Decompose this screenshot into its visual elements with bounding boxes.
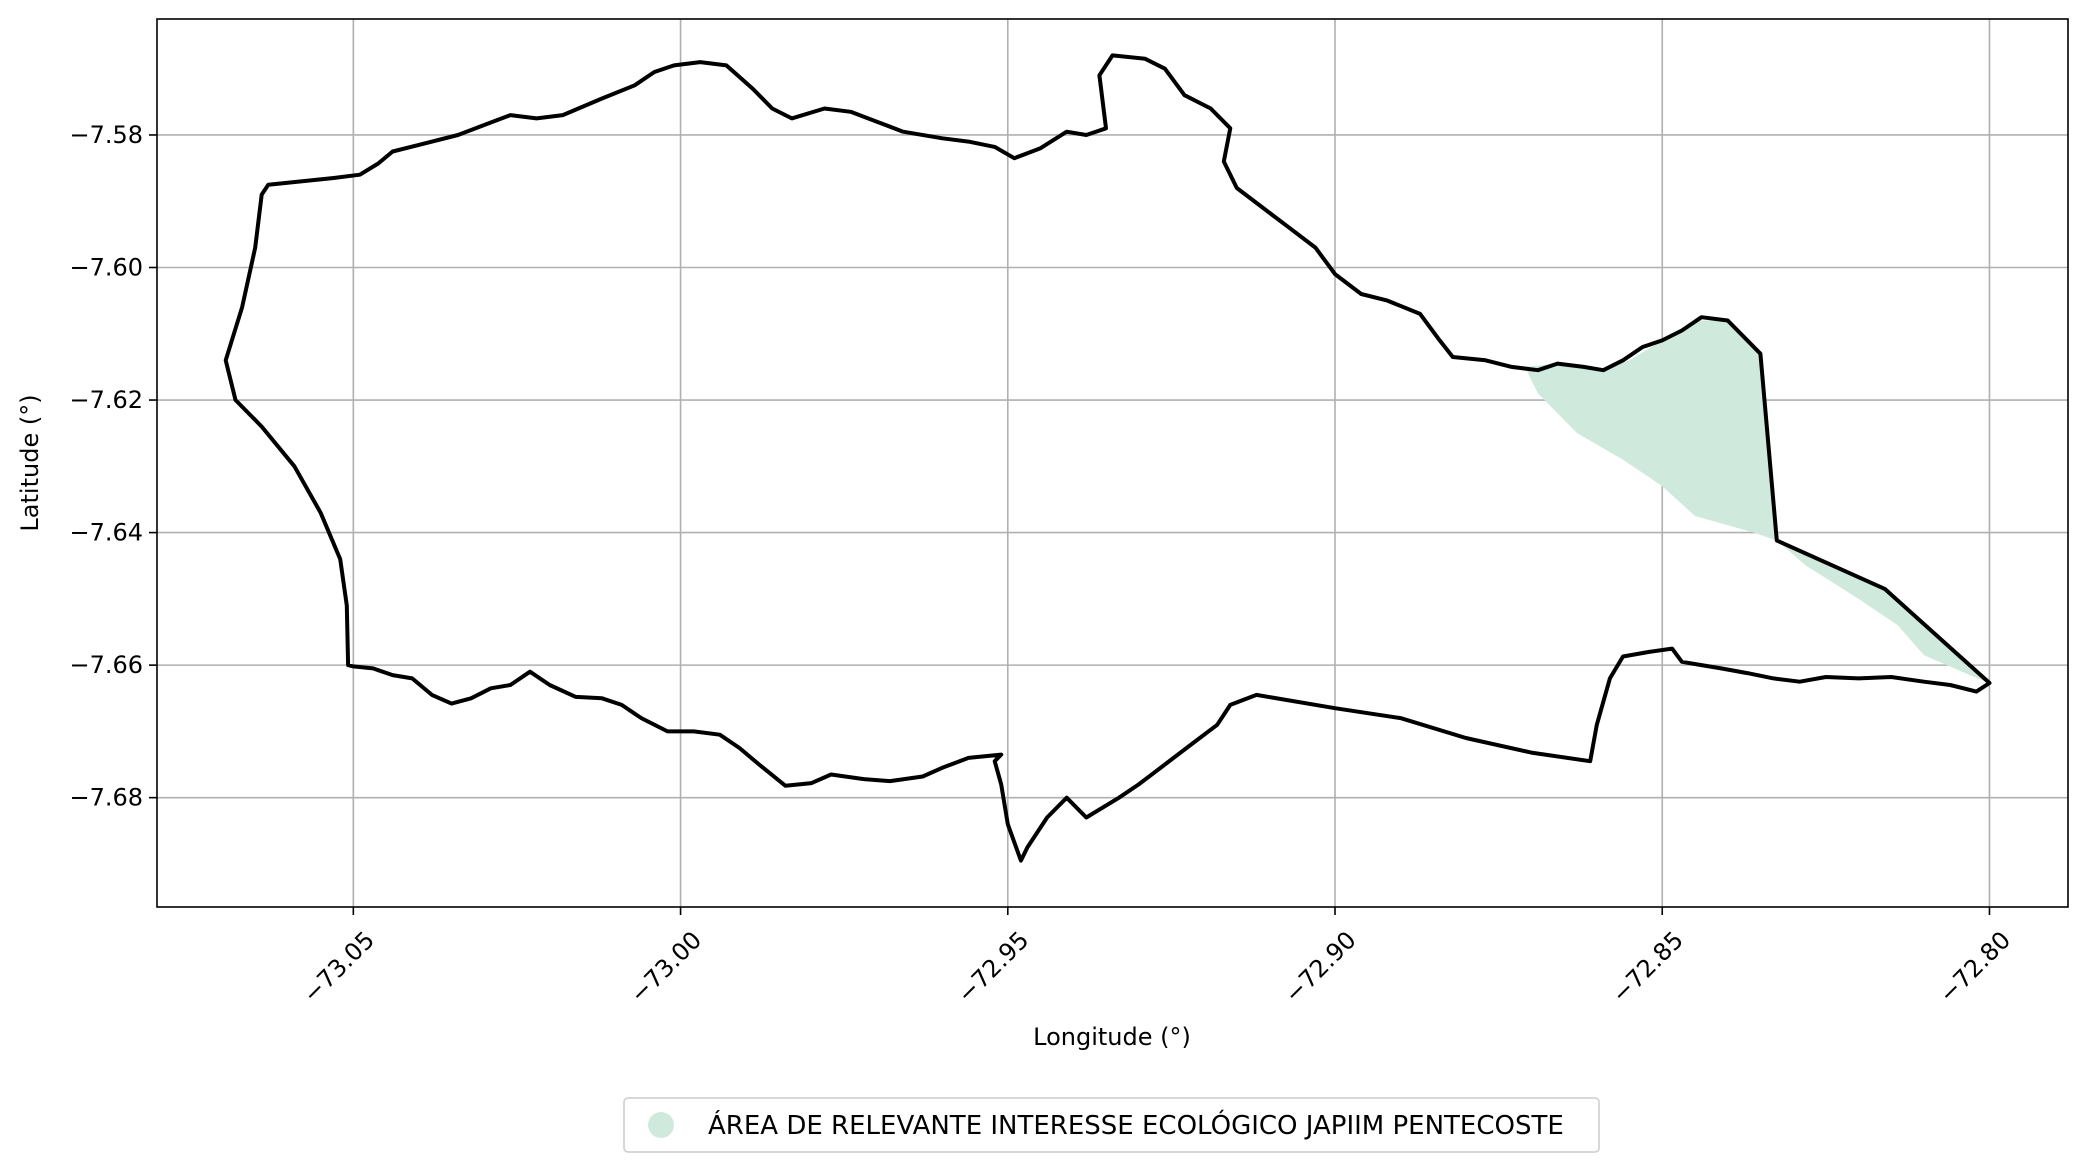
legend-frame [623,1097,1600,1153]
plot-frame [156,18,2069,908]
grid-lines [157,19,2068,907]
y-tick-label: −7.58 [69,121,143,149]
ecological-area-layer [1524,320,1990,683]
y-tick-label: −7.64 [69,519,143,547]
y-tick-label: −7.60 [69,254,143,282]
boundary-layer [223,53,1992,863]
municipality-boundary [223,53,1992,863]
y-tick-label: −7.66 [69,651,143,679]
ecological-interest-area [1524,320,1990,683]
legend: ÁREA DE RELEVANTE INTERESSE ECOLÓGICO JA… [623,1097,1600,1153]
y-axis-ticks: −7.58 −7.60 −7.62 −7.64 −7.66 −7.68 [69,121,157,812]
y-tick-label: −7.62 [69,386,143,414]
y-tick-label: −7.68 [69,784,143,812]
legend-swatch-icon [648,1112,674,1138]
x-axis-title: Longitude (°) [1033,1023,1191,1051]
legend-label: ÁREA DE RELEVANTE INTERESSE ECOLÓGICO JA… [708,1109,1564,1141]
y-axis-title: Latitude (°) [16,394,44,531]
